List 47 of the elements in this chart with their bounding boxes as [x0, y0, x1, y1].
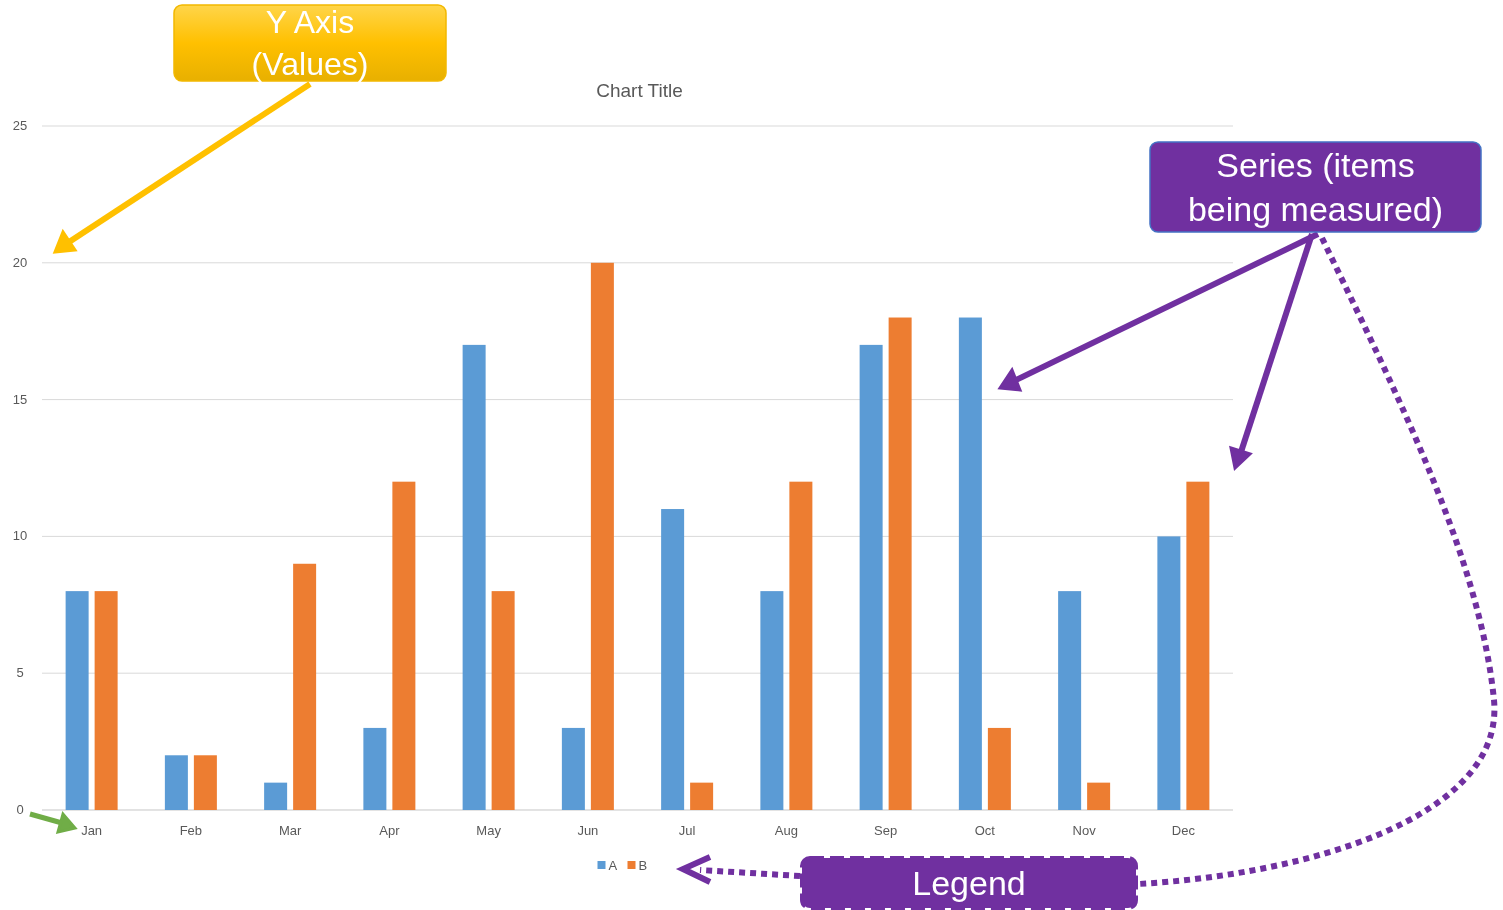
- y-tick-label: 5: [16, 665, 24, 681]
- bar: [690, 782, 714, 810]
- bar: [590, 262, 614, 810]
- bar: [193, 755, 217, 810]
- bar: [1186, 481, 1210, 810]
- x-tick-label: Oct: [974, 823, 996, 838]
- x-tick-label: Dec: [1171, 823, 1196, 838]
- bar: [1087, 782, 1111, 810]
- x-tick-label: Mar: [278, 823, 302, 838]
- bar: [987, 727, 1011, 810]
- bar: [462, 344, 486, 810]
- bar: [392, 481, 416, 810]
- bar: [789, 481, 813, 810]
- x-tick-label: Apr: [379, 823, 401, 838]
- chart-title: Chart Title: [596, 80, 683, 101]
- bar: [264, 782, 288, 810]
- y-tick-label: 20: [12, 254, 28, 270]
- bar: [491, 591, 515, 810]
- bar: [760, 591, 784, 810]
- y-tick-label: 15: [12, 391, 28, 407]
- x-tick-label: Nov: [1072, 823, 1097, 838]
- bar: [164, 755, 188, 810]
- legend-label: B: [638, 858, 648, 873]
- x-tick-label: Feb: [179, 823, 203, 838]
- x-tick-label: Jan: [81, 823, 103, 838]
- bar: [661, 509, 685, 810]
- annotation: Series (items being measured): [1187, 145, 1444, 228]
- y-tick-label: 10: [12, 528, 28, 544]
- text: Y Axis (Values): [251, 4, 369, 82]
- x-tick-label: Jun: [577, 823, 599, 838]
- bar: [1058, 591, 1082, 810]
- legend-label: A: [608, 858, 618, 873]
- x-tick-label: Aug: [774, 823, 798, 838]
- bar: [94, 591, 118, 810]
- bar: [958, 317, 982, 810]
- bar: [293, 563, 317, 810]
- bar: [859, 344, 883, 810]
- y-tick-label: 25: [12, 118, 28, 133]
- x-tick-label: May: [476, 823, 502, 838]
- x-tick-label: Jul: [678, 823, 696, 838]
- bar: [561, 727, 585, 810]
- bar: [363, 727, 387, 810]
- x-tick-label: Sep: [874, 823, 898, 838]
- text: Legend: [912, 863, 1026, 902]
- bar: [888, 317, 912, 810]
- y-tick-label: 0: [16, 802, 24, 817]
- bar: [1157, 536, 1181, 810]
